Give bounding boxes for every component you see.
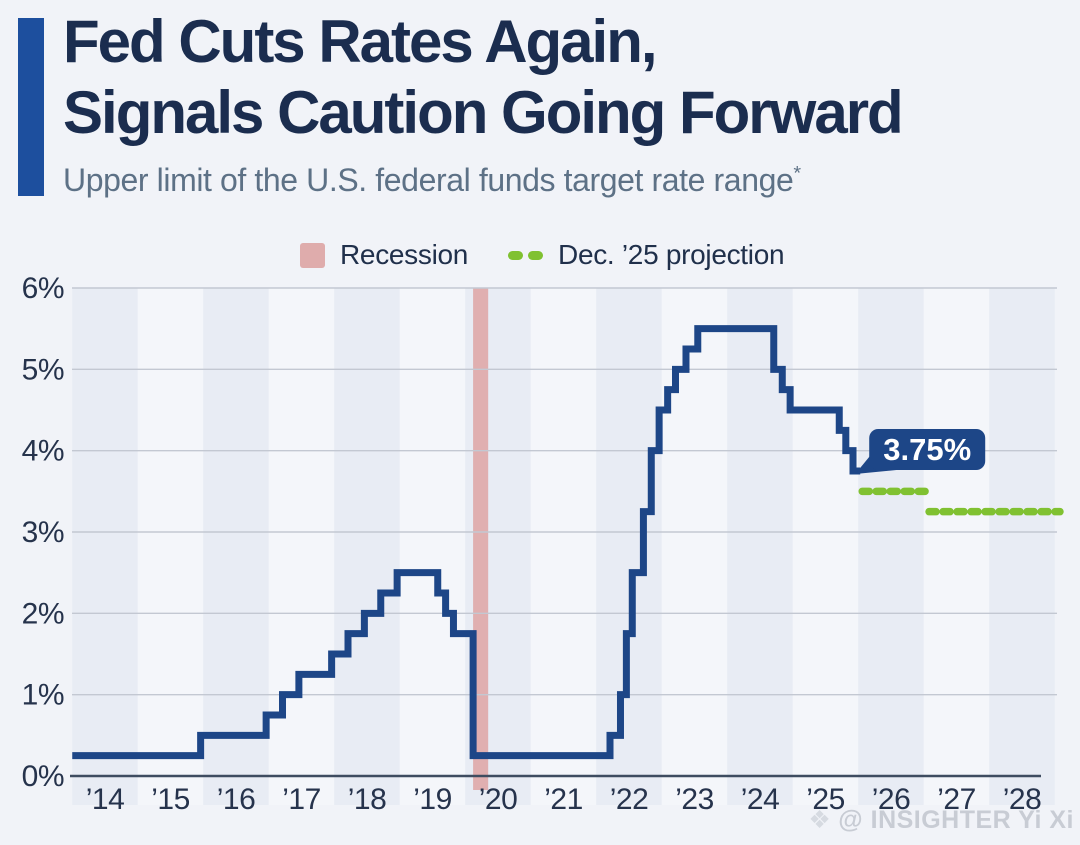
- projection-dash-icon: [508, 250, 544, 260]
- year-stripe: [72, 288, 138, 805]
- x-tick-label: ’20: [479, 783, 518, 816]
- year-stripe: [792, 288, 859, 805]
- recession-band: [473, 288, 489, 790]
- title-line-1: Fed Cuts Rates Again,: [63, 8, 658, 75]
- footnote-asterisk: *: [793, 162, 801, 185]
- end-value-label-box: [869, 429, 986, 471]
- x-tick-label: ’27: [937, 783, 976, 816]
- year-stripe: [661, 288, 728, 805]
- x-tick-label: ’18: [348, 783, 387, 816]
- legend-item-recession: Recession: [300, 239, 468, 271]
- x-tick-label: ’28: [1003, 783, 1042, 816]
- x-tick-label: ’23: [675, 783, 714, 816]
- end-value-label: 3.75%: [883, 432, 971, 467]
- recession-swatch-icon: [300, 242, 325, 268]
- y-tick-label: 5%: [22, 353, 64, 386]
- year-stripe: [858, 288, 924, 805]
- year-stripe: [727, 288, 793, 805]
- chart-subtitle: Upper limit of the U.S. federal funds ta…: [63, 162, 801, 199]
- legend-label-projection: Dec. ’25 projection: [558, 239, 785, 270]
- year-stripe: [334, 288, 400, 805]
- y-tick-label: 6%: [22, 272, 64, 305]
- y-tick-label: 1%: [22, 679, 64, 712]
- watermark: ❖ @ INSIGHTER Yi Xi: [808, 805, 1074, 835]
- year-stripe: [399, 288, 466, 805]
- legend-label-recession: Recession: [340, 239, 469, 270]
- title-accent-bar: [18, 18, 44, 196]
- x-tick-label: ’24: [741, 783, 780, 816]
- diamond-icon: ❖: [808, 806, 832, 834]
- year-stripe: [989, 288, 1055, 805]
- y-tick-label: 0%: [22, 760, 64, 793]
- y-tick-label: 2%: [22, 597, 64, 630]
- x-tick-label: ’16: [217, 783, 256, 816]
- y-tick-label: 4%: [22, 435, 64, 468]
- y-tick-label: 3%: [22, 516, 64, 549]
- x-tick-label: ’15: [151, 783, 190, 816]
- year-stripe: [203, 288, 269, 805]
- year-stripe: [137, 288, 204, 805]
- year-stripe: [596, 288, 662, 805]
- x-tick-label: ’21: [544, 783, 583, 816]
- year-stripe: [923, 288, 990, 805]
- chart-title: Fed Cuts Rates Again, Signals Caution Goi…: [63, 6, 904, 148]
- subtitle-text: Upper limit of the U.S. federal funds ta…: [63, 162, 794, 198]
- chart-legend: Recession Dec. ’25 projection: [300, 238, 785, 272]
- watermark-text: @ INSIGHTER Yi Xi: [838, 805, 1074, 834]
- x-tick-label: ’25: [806, 783, 845, 816]
- x-tick-label: ’22: [610, 783, 649, 816]
- x-tick-label: ’19: [413, 783, 452, 816]
- year-stripe: [530, 288, 597, 805]
- rate-line: [72, 325, 861, 760]
- year-stripe: [268, 288, 335, 805]
- x-tick-label: ’26: [872, 783, 911, 816]
- title-line-2: Signals Caution Going Forward: [63, 79, 904, 146]
- x-tick-label: ’14: [86, 783, 125, 816]
- x-tick-label: ’17: [282, 783, 321, 816]
- legend-item-projection: Dec. ’25 projection: [508, 239, 785, 271]
